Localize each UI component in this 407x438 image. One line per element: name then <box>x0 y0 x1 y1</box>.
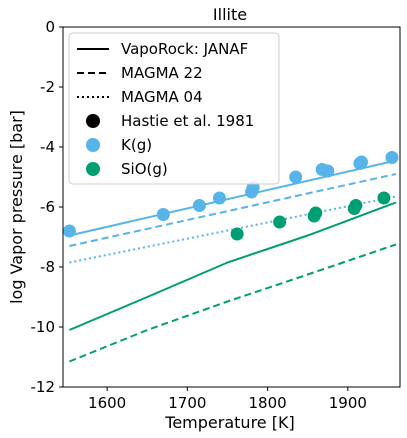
legend-marker-swatch <box>86 114 100 128</box>
plot-lines <box>69 159 397 363</box>
k-solid-line <box>69 159 397 237</box>
x-tick-label: 1700 <box>168 394 206 412</box>
legend: VapoRock: JANAF MAGMA 22 MAGMA 04 Hastie et… <box>68 32 280 185</box>
y-ticks: 0 -2 -4 -6 -8 -10 -12 <box>31 18 63 396</box>
sio-data-point <box>273 215 287 229</box>
legend-box <box>68 32 280 185</box>
x-tick-label: 1600 <box>88 394 126 412</box>
y-axis-label: log Vapor pressure [bar] <box>7 110 26 304</box>
sio-solid-line <box>69 201 397 331</box>
y-tick-label: -6 <box>40 198 55 216</box>
k-data-point <box>62 224 76 238</box>
sio-data-point <box>349 199 363 212</box>
x-tick-label: 1800 <box>249 394 287 412</box>
k-data-point <box>156 208 170 221</box>
legend-label: Hastie et al. 1981 <box>121 112 254 130</box>
sio-dashed-line <box>69 243 397 363</box>
x-tick-label: 1900 <box>329 394 367 412</box>
legend-label: K(g) <box>121 136 152 154</box>
k-data-point <box>192 199 206 212</box>
legend-marker-swatch <box>86 138 100 152</box>
x-axis-label: Temperature [K] <box>164 413 294 432</box>
plot-points <box>62 151 399 241</box>
legend-label: MAGMA 22 <box>121 64 203 82</box>
y-tick-label: -2 <box>40 78 55 96</box>
legend-label: VapoRock: JANAF <box>121 40 248 58</box>
x-ticks: 1600 1700 1800 1900 <box>88 387 367 412</box>
y-tick-label: -12 <box>31 378 56 396</box>
sio-data-point <box>230 227 244 241</box>
y-tick-label: -4 <box>40 138 55 156</box>
k-data-point <box>321 164 335 178</box>
chart-title: Illite <box>213 5 247 24</box>
legend-label: MAGMA 04 <box>121 88 203 106</box>
y-tick-label: -10 <box>31 318 56 336</box>
k-dashed-line <box>69 173 397 247</box>
k-data-point <box>385 151 399 164</box>
y-tick-label: 0 <box>45 18 55 36</box>
sio-data-point <box>309 206 323 220</box>
sio-data-point <box>377 191 391 205</box>
k-data-point <box>354 155 368 169</box>
y-tick-label: -8 <box>40 258 55 276</box>
legend-marker-swatch <box>86 162 100 176</box>
k-data-point <box>212 191 226 205</box>
legend-label: SiO(g) <box>121 160 168 178</box>
k-data-point <box>289 170 303 184</box>
